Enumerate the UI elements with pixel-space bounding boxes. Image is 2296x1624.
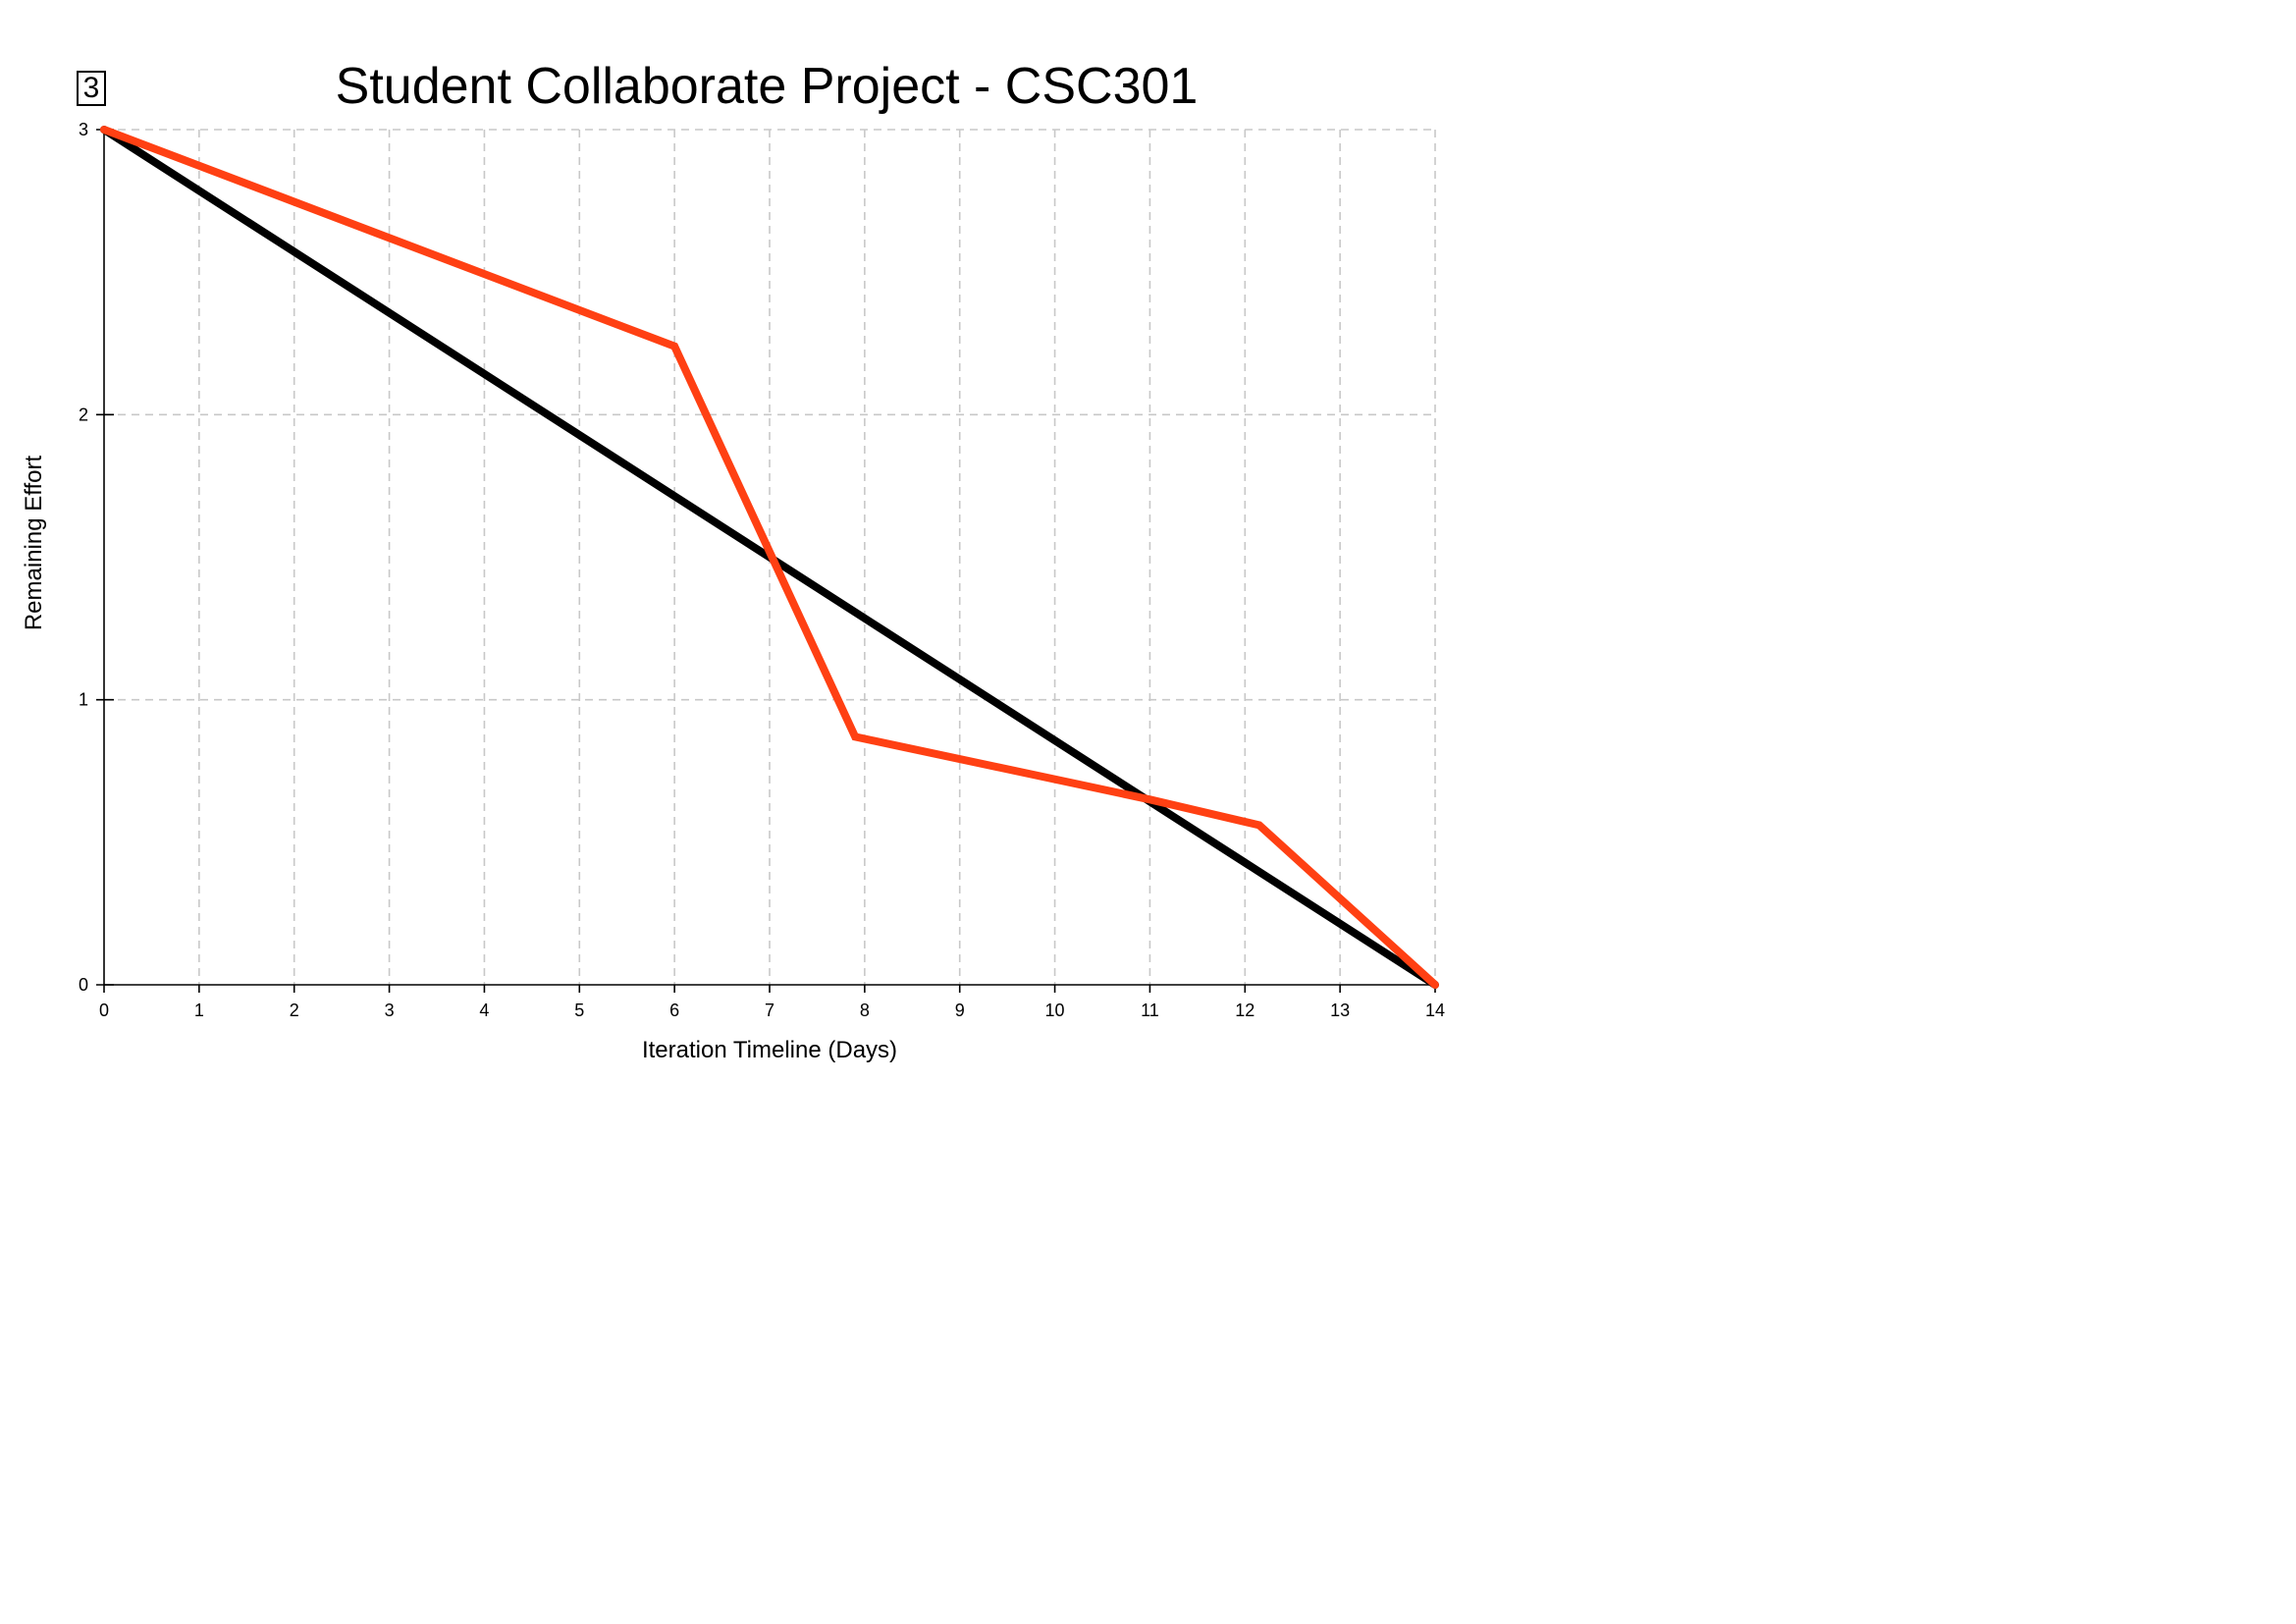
chart-title: Student Collaborate Project - CSC301 bbox=[335, 58, 1199, 115]
x-tick-label: 14 bbox=[1425, 1001, 1445, 1020]
x-tick-label: 12 bbox=[1235, 1001, 1255, 1020]
x-tick-label: 7 bbox=[765, 1001, 774, 1020]
chart-number-badge: 3 bbox=[77, 71, 106, 106]
x-tick-label: 5 bbox=[574, 1001, 584, 1020]
x-tick-label: 13 bbox=[1330, 1001, 1350, 1020]
actual-burndown-line bbox=[100, 126, 1439, 989]
x-axis-title: Iteration Timeline (Days) bbox=[642, 1037, 897, 1063]
x-tick-label: 0 bbox=[99, 1001, 109, 1020]
y-tick-label: 2 bbox=[79, 405, 88, 424]
y-tick-label: 0 bbox=[79, 975, 88, 995]
y-tick-label: 3 bbox=[79, 120, 88, 139]
y-tick-label: 1 bbox=[79, 690, 88, 710]
x-tick-label: 10 bbox=[1045, 1001, 1065, 1020]
x-tick-label: 2 bbox=[290, 1001, 299, 1020]
burndown-chart: 3 Student Collaborate Project - CSC301 I… bbox=[0, 0, 1523, 1082]
y-axis-title: Remaining Effort bbox=[21, 456, 47, 631]
x-tick-label: 1 bbox=[194, 1001, 204, 1020]
x-tick-label: 8 bbox=[860, 1001, 870, 1020]
chart-plot: Iteration Timeline (Days) Remaining Effo… bbox=[21, 120, 1445, 1063]
x-tick-label: 3 bbox=[385, 1001, 395, 1020]
x-tick-label: 4 bbox=[479, 1001, 489, 1020]
x-tick-label: 6 bbox=[669, 1001, 679, 1020]
grid bbox=[104, 129, 1436, 985]
axes bbox=[96, 129, 1436, 993]
x-tick-label: 9 bbox=[955, 1001, 965, 1020]
series-lines bbox=[100, 126, 1439, 989]
chart-number-label: 3 bbox=[82, 72, 100, 104]
x-tick-label: 11 bbox=[1141, 1001, 1159, 1020]
axis-labels: Iteration Timeline (Days) Remaining Effo… bbox=[21, 120, 1445, 1063]
